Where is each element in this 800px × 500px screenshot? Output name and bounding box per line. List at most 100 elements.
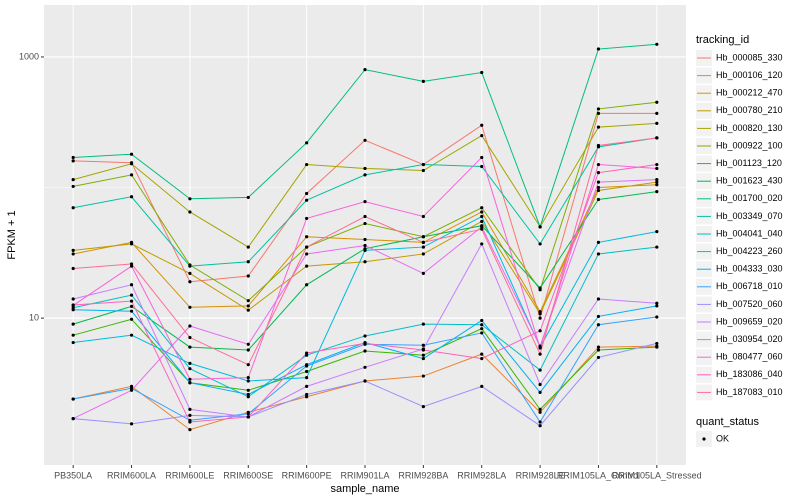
y-tick-label: 1000 xyxy=(19,51,39,61)
data-point xyxy=(596,314,601,319)
data-point xyxy=(655,229,659,234)
data-point xyxy=(246,245,250,249)
legend-label: Hb_000085_330 xyxy=(716,52,783,62)
data-point xyxy=(596,47,601,51)
data-point xyxy=(305,235,309,239)
data-point xyxy=(129,333,134,337)
x-tick-label: RRIM928LA xyxy=(457,470,506,480)
legend-label: Hb_004041_040 xyxy=(716,228,783,238)
data-point xyxy=(129,317,134,321)
data-point xyxy=(363,349,367,353)
x-tick-label: RRIM600LA xyxy=(107,470,156,480)
data-point xyxy=(363,68,367,72)
data-point xyxy=(480,219,484,224)
data-point xyxy=(538,407,542,411)
data-point xyxy=(596,111,601,115)
legend-label: Hb_006718_010 xyxy=(716,281,783,291)
data-point xyxy=(538,316,542,320)
data-point xyxy=(188,361,192,365)
data-point xyxy=(480,123,484,127)
data-point xyxy=(480,242,484,246)
data-point xyxy=(305,364,309,368)
data-point xyxy=(188,345,192,349)
data-point xyxy=(305,252,309,256)
data-point xyxy=(480,133,484,138)
data-point xyxy=(305,162,309,167)
data-point xyxy=(246,392,250,397)
data-point xyxy=(421,245,425,249)
legend-label: Hb_183086_040 xyxy=(716,369,783,379)
data-point xyxy=(363,138,367,142)
data-point xyxy=(655,345,659,349)
data-point xyxy=(129,309,134,313)
data-point xyxy=(655,111,659,115)
data-point xyxy=(246,304,250,308)
data-point xyxy=(538,329,542,333)
x-tick-label: RRIM928LE xyxy=(516,470,565,480)
data-point xyxy=(480,155,484,160)
data-point xyxy=(421,235,425,239)
y-axis-title: FPKM + 1 xyxy=(6,210,18,259)
data-point xyxy=(129,264,134,268)
data-point xyxy=(71,340,75,345)
data-point xyxy=(246,363,250,367)
data-point xyxy=(596,107,601,111)
data-point xyxy=(596,171,601,175)
data-point xyxy=(188,210,192,214)
data-point xyxy=(655,304,659,308)
legend-label: Hb_009659_020 xyxy=(716,316,783,326)
data-point xyxy=(538,424,542,428)
data-point xyxy=(596,180,601,184)
data-point xyxy=(71,155,75,160)
data-point xyxy=(188,335,192,340)
data-point xyxy=(538,410,542,414)
data-point xyxy=(188,367,192,371)
data-point xyxy=(129,304,134,308)
legend-label: Hb_003349_070 xyxy=(716,211,783,221)
data-point xyxy=(246,348,250,352)
data-point xyxy=(480,227,484,231)
data-point xyxy=(129,283,134,287)
data-point xyxy=(129,422,134,426)
data-point xyxy=(596,355,601,360)
x-tick-label: RRIM105LA_Control xyxy=(557,470,640,480)
data-point xyxy=(538,382,542,387)
data-point xyxy=(421,168,425,173)
data-point xyxy=(596,188,601,193)
data-point xyxy=(480,214,484,219)
data-point xyxy=(421,374,425,378)
data-point xyxy=(246,395,250,399)
data-point xyxy=(305,141,309,145)
data-point xyxy=(71,184,75,189)
data-point xyxy=(363,243,367,248)
data-point xyxy=(71,416,75,421)
data-point xyxy=(188,197,192,201)
data-point xyxy=(596,162,601,167)
data-point xyxy=(71,397,75,401)
data-point xyxy=(538,368,542,372)
data-point xyxy=(480,356,484,361)
y-tick-label: 10 xyxy=(29,312,39,322)
data-point xyxy=(305,392,309,397)
data-point xyxy=(363,173,367,177)
legend-label: Hb_001623_430 xyxy=(716,176,783,186)
data-point xyxy=(655,180,659,184)
data-point xyxy=(421,356,425,361)
data-point xyxy=(655,183,659,187)
data-point xyxy=(363,166,367,171)
data-point xyxy=(363,221,367,226)
data-point xyxy=(129,162,134,166)
data-point xyxy=(129,242,134,246)
data-point xyxy=(188,413,192,417)
data-point xyxy=(655,100,659,104)
data-point xyxy=(305,245,309,249)
data-point xyxy=(188,407,192,411)
data-point xyxy=(480,164,484,169)
data-point xyxy=(71,159,75,163)
data-point xyxy=(246,260,250,264)
data-point xyxy=(596,323,601,327)
data-point xyxy=(246,388,250,392)
data-point xyxy=(71,297,75,301)
data-point xyxy=(71,322,75,326)
data-point xyxy=(246,299,250,303)
